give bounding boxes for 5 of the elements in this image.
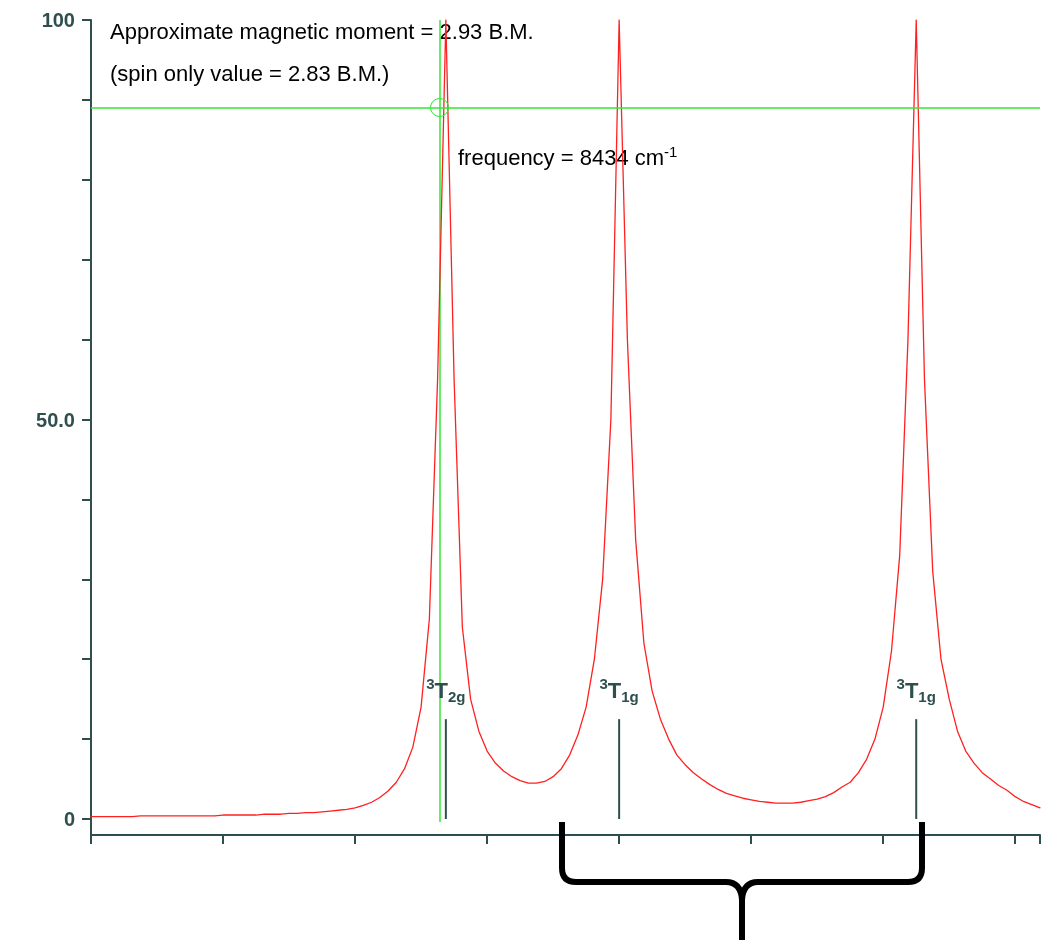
y-tick-label: 0 (63, 808, 75, 831)
y-tick-label: 100 (41, 9, 75, 31)
annotation: (spin only value = 2.83 B.M.) (110, 60, 390, 86)
line-series (90, 19, 1041, 818)
y-tick-label: 50.0 (36, 408, 75, 431)
